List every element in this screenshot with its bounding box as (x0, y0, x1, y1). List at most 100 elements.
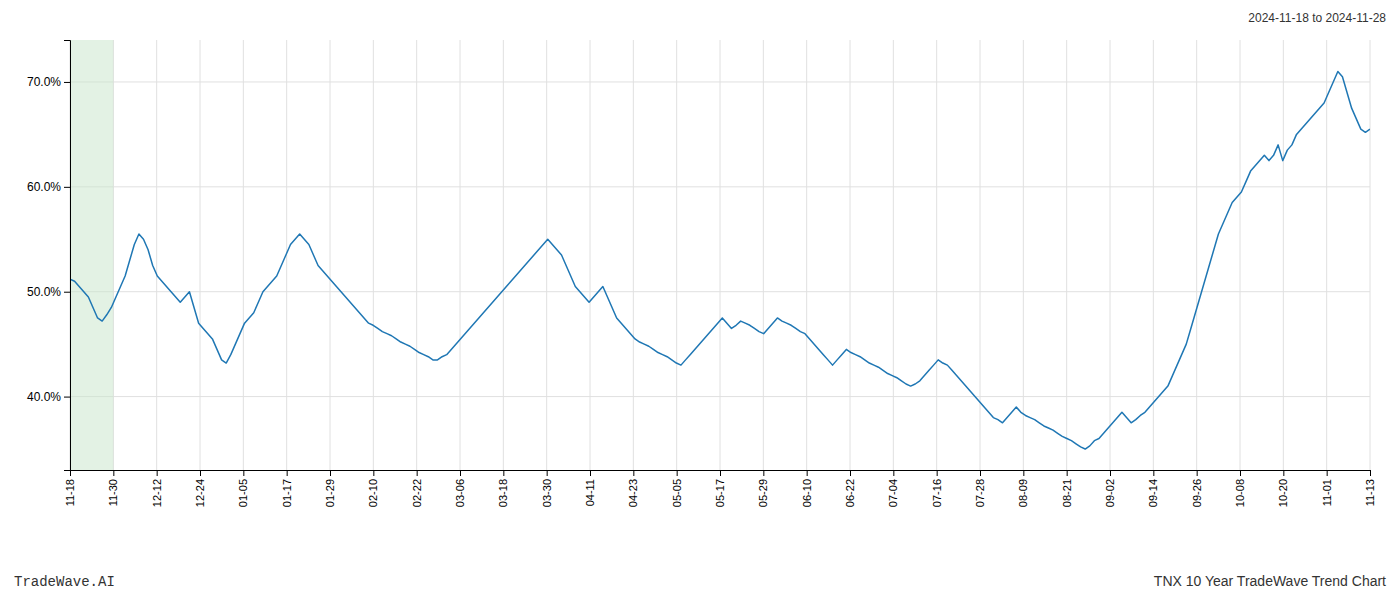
grid-line-x (243, 40, 244, 470)
tick-mark (330, 470, 331, 476)
tick-mark (633, 470, 634, 476)
tick-mark (850, 470, 851, 476)
tick-mark (590, 470, 591, 476)
tick-label: 50.0% (27, 285, 61, 299)
tick-mark (64, 82, 70, 83)
y-axis: 40.0%50.0%60.0%70.0% (27, 41, 71, 471)
tick: 09-14 (1147, 470, 1159, 507)
tick: 03-06 (454, 470, 466, 507)
grid-line-x (1110, 40, 1111, 470)
tick-label: 10-08 (1234, 479, 1246, 507)
tick-label: 08-21 (1061, 479, 1073, 507)
grid-line-x (676, 40, 677, 470)
tick-label: 01-17 (281, 479, 293, 507)
tick-mark (980, 470, 981, 476)
plot-area: 11-18 11-30 12-12 12-24 01-05 01-17 01-29 02-10… (27, 40, 1376, 507)
tick: 03-18 (497, 470, 509, 507)
axis-line (71, 471, 1371, 477)
tick: 40.0% (27, 390, 70, 404)
tick: 02-22 (411, 470, 423, 507)
grid-line-x (373, 40, 374, 470)
tick: 01-17 (281, 470, 293, 507)
grid-line-y (70, 396, 1370, 397)
tick: 12-12 (151, 470, 163, 507)
tick: 07-04 (887, 470, 899, 507)
tick: 02-10 (367, 470, 379, 507)
title: TNX 10 Year TradeWave Trend Chart (1154, 573, 1386, 589)
tick: 08-09 (1017, 470, 1029, 507)
tick-label: 09-02 (1104, 479, 1116, 507)
grid-line-x (590, 40, 591, 470)
tick-mark (1067, 470, 1068, 476)
tick-label: 12-12 (151, 479, 163, 507)
grid-line-x (893, 40, 894, 470)
tick-label: 11-13 (1364, 479, 1376, 506)
tick-mark (417, 470, 418, 476)
grid-line-x (763, 40, 764, 470)
tick: 10-20 (1277, 470, 1289, 507)
tick: 11-13 (1364, 470, 1376, 506)
tick: 08-21 (1061, 470, 1073, 507)
tick-mark (677, 470, 678, 476)
tick: 70.0% (27, 75, 70, 89)
grid-line-y (70, 186, 1370, 187)
tick-mark (1110, 470, 1111, 476)
tick-mark (64, 187, 70, 188)
grid-line-x (633, 40, 634, 470)
grid-line-y (70, 291, 1370, 292)
tick: 03-30 (541, 470, 553, 507)
x-axis: 11-18 11-30 12-12 12-24 01-05 01-17 01-29 02-10… (64, 470, 1376, 507)
tick-label: 07-16 (931, 479, 943, 507)
tick-label: 70.0% (27, 75, 61, 89)
tick-label: 12-24 (194, 479, 206, 507)
chart: 11-18 11-30 12-12 12-24 01-05 01-17 01-29 02-10… (0, 0, 1400, 600)
shaded-region (70, 40, 113, 470)
tick: 10-08 (1234, 470, 1246, 507)
grid-line-x (200, 40, 201, 470)
tick: 11-30 (107, 470, 119, 506)
tick-label: 01-05 (237, 479, 249, 507)
grid-line-x (1240, 40, 1241, 470)
tick-label: 03-06 (454, 479, 466, 507)
tick-mark (807, 470, 808, 476)
tick-label: 08-09 (1017, 479, 1029, 507)
tick-mark (503, 470, 504, 476)
tick-mark (937, 470, 938, 476)
tick: 01-29 (324, 470, 336, 507)
tick-mark (1370, 470, 1371, 476)
tick-mark (893, 470, 894, 476)
grid-line-x (1023, 40, 1024, 470)
tick-mark (763, 470, 764, 476)
tick-mark (1197, 470, 1198, 476)
tick-label: 01-29 (324, 479, 336, 507)
tick-label: 03-18 (497, 479, 509, 507)
grid-line-x (806, 40, 807, 470)
tick-label: 05-05 (671, 479, 683, 507)
tick-label: 04-23 (627, 479, 639, 507)
grid-line-x (1326, 40, 1327, 470)
grid-line-x (330, 40, 331, 470)
tick: 07-28 (974, 470, 986, 507)
tick: 06-22 (844, 470, 856, 507)
tick-label: 02-22 (411, 479, 423, 507)
tick-mark (243, 470, 244, 476)
grid-line-x (416, 40, 417, 470)
tick: 09-26 (1191, 470, 1203, 507)
tick-label: 05-17 (714, 479, 726, 507)
grid-line-x (503, 40, 504, 470)
marks (70, 40, 1370, 470)
tick: 11-18 (64, 470, 76, 506)
tick-mark (287, 470, 288, 476)
grid-line-x (850, 40, 851, 470)
tick-label: 06-10 (801, 479, 813, 507)
tick-label: 11-18 (64, 479, 76, 506)
tick: 06-10 (801, 470, 813, 507)
tick-label: 09-14 (1147, 479, 1159, 507)
grid-line-x (980, 40, 981, 470)
tick: 04-23 (627, 470, 639, 507)
tick: 11-01 (1321, 470, 1333, 506)
tick-mark (1240, 470, 1241, 476)
grid-line-x (1196, 40, 1197, 470)
grid (70, 40, 1370, 470)
tick-mark (1023, 470, 1024, 476)
